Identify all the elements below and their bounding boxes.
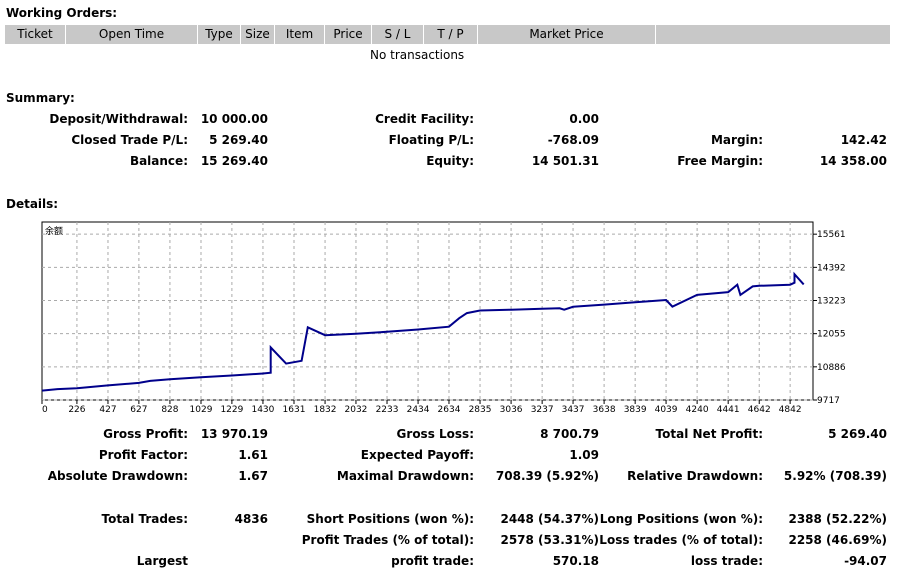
- x-tick-label: 3437: [562, 405, 585, 415]
- stat-value: 15 269.40: [200, 154, 268, 168]
- stat-value: 2258 (46.69%): [788, 533, 887, 547]
- working-orders-header: Ticket Open Time Type Size Item Price S …: [5, 25, 890, 44]
- stat-label: Expected Payoff:: [360, 448, 474, 462]
- x-tick-label: 4642: [748, 405, 771, 415]
- x-tick-label: 3638: [593, 405, 616, 415]
- chart-plot-frame: [41, 221, 814, 401]
- stat-label: Maximal Drawdown:: [336, 469, 474, 483]
- stat-value: -94.07: [844, 554, 887, 568]
- col-item[interactable]: Item: [275, 25, 325, 44]
- x-tick-label: 1229: [220, 405, 243, 415]
- x-tick-label: 1029: [190, 405, 213, 415]
- stat-label: Loss trades (% of total):: [599, 533, 763, 547]
- stat-value: 8 700.79: [540, 427, 599, 441]
- x-tick-label: 4842: [779, 405, 802, 415]
- x-tick-label: 3036: [500, 405, 523, 415]
- balance-chart: 15561 14392 13223 12055 10886 9717 0 226 427 627…: [41, 221, 846, 415]
- stat-label: Profit Factor:: [98, 448, 188, 462]
- stat-label: Profit Trades (% of total):: [301, 533, 474, 547]
- stat-label: Long Positions (won %):: [599, 512, 763, 526]
- chart-title: 余额: [45, 225, 63, 237]
- stat-value: 1.61: [238, 448, 268, 462]
- stat-label: Balance:: [129, 154, 188, 168]
- x-tick-label: 2835: [469, 405, 492, 415]
- stat-value: 1.09: [569, 448, 599, 462]
- stat-value: 570.18: [552, 554, 599, 568]
- stat-label: Free Margin:: [677, 154, 763, 168]
- x-tick-label: 0: [42, 405, 48, 415]
- details-title: Details:: [6, 197, 59, 211]
- col-sl[interactable]: S / L: [372, 25, 424, 44]
- stat-label: Gross Profit:: [103, 427, 188, 441]
- stat-label: profit trade:: [391, 554, 474, 568]
- stat-value: 13 970.19: [200, 427, 268, 441]
- stat-label: Closed Trade P/L:: [71, 133, 188, 147]
- y-tick-label: 12055: [817, 330, 846, 340]
- stat-value: 5.92% (708.39): [783, 469, 887, 483]
- stat-value: 2448 (54.37%): [500, 512, 599, 526]
- stat-label: Floating P/L:: [388, 133, 474, 147]
- col-tp[interactable]: T / P: [424, 25, 478, 44]
- stat-label: Equity:: [426, 154, 474, 168]
- x-tick-label: 427: [99, 405, 116, 415]
- stat-label: Total Trades:: [101, 512, 188, 526]
- y-tick-label: 15561: [817, 230, 846, 240]
- x-tick-label: 4039: [655, 405, 678, 415]
- stat-value: 10 000.00: [200, 112, 268, 126]
- stat-value: 4836: [234, 512, 268, 526]
- col-price[interactable]: Price: [325, 25, 372, 44]
- y-tick-label: 14392: [817, 263, 846, 273]
- stat-value: 14 501.31: [531, 154, 599, 168]
- x-tick-label: 1430: [251, 405, 274, 415]
- stat-label: Credit Facility:: [375, 112, 474, 126]
- x-tick-label: 627: [130, 405, 147, 415]
- stat-label: Largest: [136, 554, 188, 568]
- x-tick-label: 4240: [686, 405, 709, 415]
- no-transactions-text: No transactions: [370, 48, 465, 62]
- stat-label: Margin:: [710, 133, 763, 147]
- stat-label: loss trade:: [690, 554, 763, 568]
- stat-value: 142.42: [840, 133, 887, 147]
- chart-x-axis: 0 226 427 627 828 1029 1229 1430 1631 1832 2032 223…: [41, 400, 802, 415]
- y-tick-label: 10886: [817, 363, 846, 373]
- x-tick-label: 2032: [345, 405, 368, 415]
- stat-value: 2578 (53.31%): [500, 533, 599, 547]
- x-tick-label: 3237: [531, 405, 554, 415]
- y-tick-label: 13223: [817, 297, 846, 307]
- y-tick-label: 9717: [817, 396, 840, 406]
- balance-series-line: [41, 271, 805, 392]
- stat-value: 0.00: [569, 112, 599, 126]
- stat-value: -768.09: [547, 133, 599, 147]
- x-tick-label: 2434: [407, 405, 430, 415]
- stat-label: Short Positions (won %):: [306, 512, 474, 526]
- stat-value: 2388 (52.22%): [788, 512, 887, 526]
- x-tick-label: 1832: [314, 405, 337, 415]
- stat-value: 5 269.40: [828, 427, 887, 441]
- x-tick-label: 3839: [624, 405, 647, 415]
- working-orders-title: Working Orders:: [6, 6, 118, 20]
- summary-title: Summary:: [6, 91, 75, 105]
- col-size[interactable]: Size: [241, 25, 275, 44]
- stat-label: Relative Drawdown:: [627, 469, 763, 483]
- stat-value: 708.39 (5.92%): [495, 469, 599, 483]
- x-tick-label: 4441: [717, 405, 740, 415]
- stat-label: Total Net Profit:: [655, 427, 763, 441]
- col-open-time[interactable]: Open Time: [66, 25, 198, 44]
- col-type[interactable]: Type: [198, 25, 241, 44]
- stat-value: 1.67: [238, 469, 268, 483]
- x-tick-label: 2233: [376, 405, 399, 415]
- stat-value: 5 269.40: [209, 133, 268, 147]
- stat-value: 14 358.00: [819, 154, 887, 168]
- x-tick-label: 2634: [438, 405, 461, 415]
- x-tick-label: 1631: [283, 405, 306, 415]
- x-tick-label: 226: [68, 405, 85, 415]
- x-tick-label: 828: [161, 405, 178, 415]
- chart-y-axis: 15561 14392 13223 12055 10886 9717: [813, 230, 846, 406]
- col-ticket[interactable]: Ticket: [5, 25, 66, 44]
- stat-label: Gross Loss:: [396, 427, 474, 441]
- stat-label: Absolute Drawdown:: [47, 469, 188, 483]
- stat-label: Deposit/Withdrawal:: [49, 112, 188, 126]
- col-market-price[interactable]: Market Price: [478, 25, 656, 44]
